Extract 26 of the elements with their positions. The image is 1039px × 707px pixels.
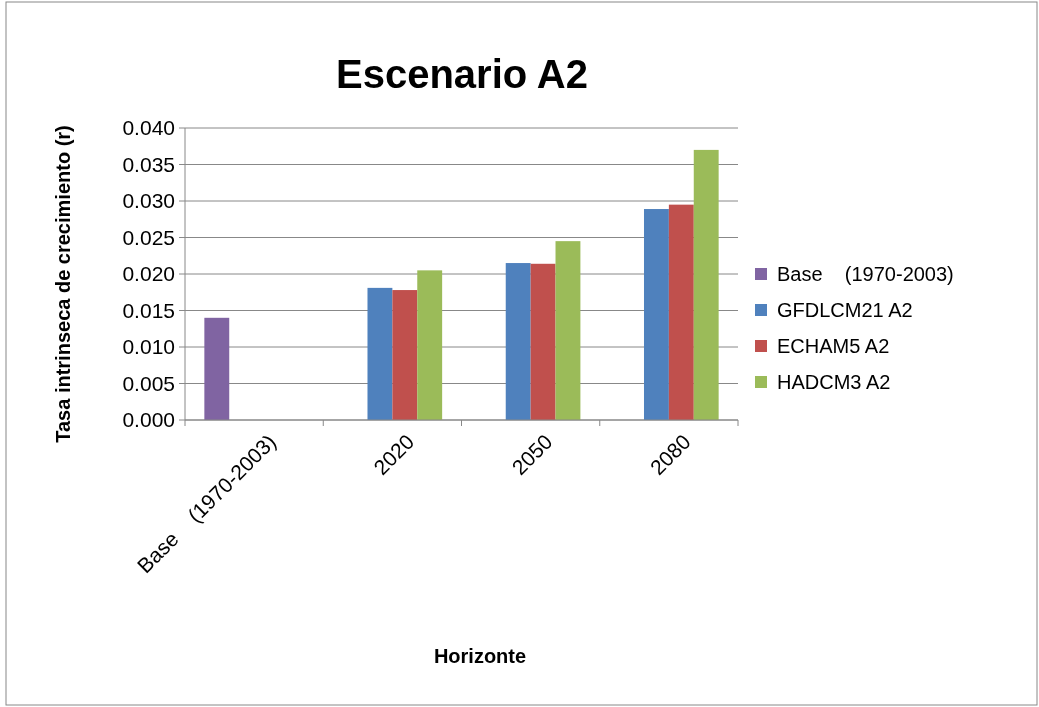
y-tick-label: 0.020 (122, 262, 175, 286)
bar (668, 204, 694, 420)
bar (392, 290, 418, 420)
bar (693, 149, 719, 420)
bar (643, 209, 669, 420)
y-tick-label: 0.030 (122, 189, 175, 213)
x-axis-title: Horizonte (433, 645, 527, 667)
chart-title: Escenario A2 (336, 52, 588, 96)
y-tick-label: 0.000 (122, 408, 175, 432)
y-tick-label: 0.005 (122, 371, 175, 395)
y-axis-title: Tasa intrinseca de crecimiento (r) (52, 125, 74, 443)
y-tick-label: 0.035 (122, 152, 175, 176)
bar (204, 317, 230, 420)
legend-label: ECHAM5 A2 (777, 335, 890, 357)
legend-label: GFDLCM21 A2 (777, 299, 913, 321)
bar (555, 241, 581, 420)
legend-label: Base (1970-2003) (777, 263, 954, 285)
legend-label: HADCM3 A2 (777, 371, 891, 393)
bar (505, 263, 531, 420)
y-tick-label: 0.015 (122, 298, 175, 322)
bar (417, 270, 443, 420)
bar (367, 287, 393, 420)
y-tick-label: 0.040 (122, 116, 175, 140)
bar (530, 263, 556, 420)
y-tick-label: 0.010 (122, 335, 175, 359)
y-tick-label: 0.025 (122, 225, 175, 249)
